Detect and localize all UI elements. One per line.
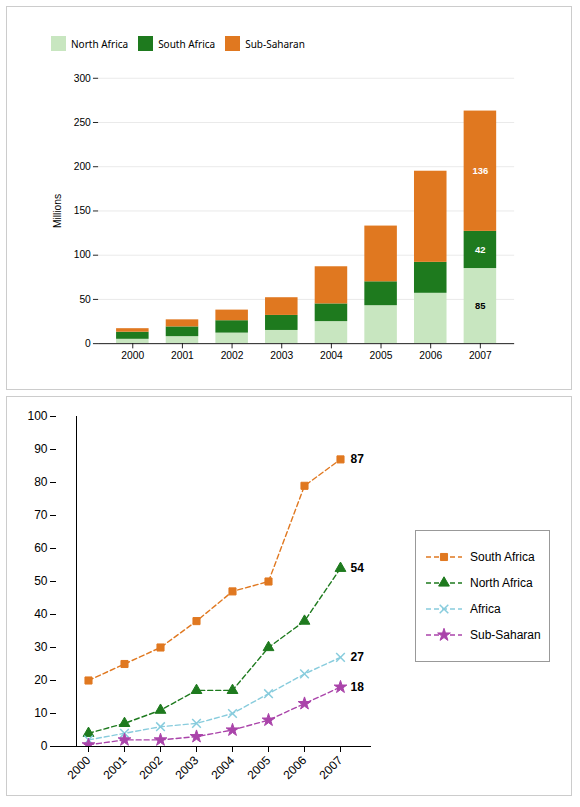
svg-text:27: 27	[351, 650, 365, 664]
svg-text:0: 0	[41, 739, 48, 753]
svg-text:2004: 2004	[320, 350, 343, 361]
svg-text:100: 100	[27, 409, 47, 423]
svg-text:2005: 2005	[245, 753, 274, 782]
svg-text:42: 42	[475, 244, 485, 255]
svg-text:150: 150	[74, 205, 91, 216]
html-text:North Africa: North Africa	[470, 575, 533, 590]
svg-text:18: 18	[351, 680, 365, 694]
svg-text:20: 20	[34, 673, 48, 687]
svg-text:70: 70	[34, 508, 48, 522]
svg-text:40: 40	[34, 607, 48, 621]
svg-text:2000: 2000	[121, 350, 144, 361]
html-text:Sub-Saharan: Sub-Saharan	[470, 627, 541, 642]
svg-text:90: 90	[34, 442, 48, 456]
svg-text:60: 60	[34, 541, 48, 555]
svg-text:300: 300	[74, 73, 91, 84]
html-text:South Africa: South Africa	[470, 549, 535, 564]
svg-text:2003: 2003	[270, 350, 293, 361]
html-text:Africa: Africa	[470, 601, 501, 616]
svg-text:50: 50	[34, 574, 48, 588]
svg-text:2006: 2006	[281, 753, 310, 782]
svg-text:2005: 2005	[370, 350, 393, 361]
svg-text:2002: 2002	[137, 753, 166, 782]
svg-text:30: 30	[34, 640, 48, 654]
svg-text:Millions: Millions	[52, 194, 63, 228]
svg-text:10: 10	[34, 706, 48, 720]
svg-text:100: 100	[74, 249, 91, 260]
svg-text:2000: 2000	[65, 753, 94, 782]
svg-text:54: 54	[351, 561, 365, 575]
svg-text:2006: 2006	[419, 350, 442, 361]
svg-text:2002: 2002	[221, 350, 244, 361]
svg-text:85: 85	[475, 300, 485, 311]
svg-text:200: 200	[74, 161, 91, 172]
svg-text:2004: 2004	[209, 753, 238, 782]
svg-text:2007: 2007	[317, 753, 346, 782]
svg-text:2001: 2001	[171, 350, 194, 361]
svg-text:87: 87	[351, 452, 365, 466]
html-text:Sub-Saharan: Sub-Saharan	[245, 36, 305, 51]
html-text:South Africa: South Africa	[158, 36, 216, 51]
svg-text:136: 136	[472, 165, 488, 176]
svg-text:250: 250	[74, 117, 91, 128]
svg-text:0: 0	[85, 338, 91, 349]
svg-text:2007: 2007	[469, 350, 492, 361]
svg-text:2003: 2003	[173, 753, 202, 782]
svg-text:80: 80	[34, 475, 48, 489]
html-text:North Africa: North Africa	[71, 36, 129, 51]
svg-text:2001: 2001	[101, 753, 130, 782]
svg-text:50: 50	[79, 294, 91, 305]
